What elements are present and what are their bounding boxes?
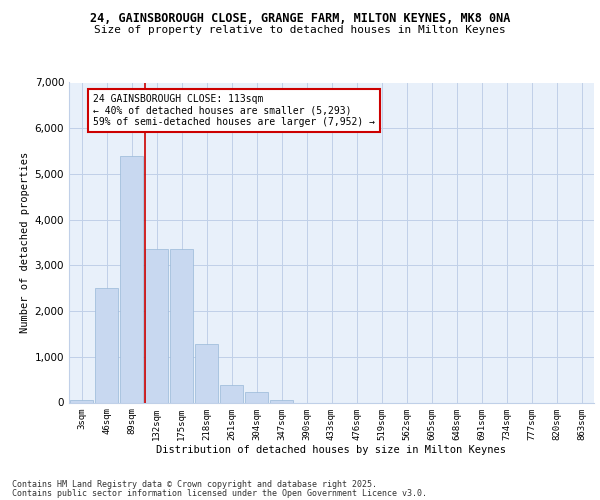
Text: Contains public sector information licensed under the Open Government Licence v3: Contains public sector information licen… [12,488,427,498]
Text: 24 GAINSBOROUGH CLOSE: 113sqm
← 40% of detached houses are smaller (5,293)
59% o: 24 GAINSBOROUGH CLOSE: 113sqm ← 40% of d… [93,94,375,127]
Text: 24, GAINSBOROUGH CLOSE, GRANGE FARM, MILTON KEYNES, MK8 0NA: 24, GAINSBOROUGH CLOSE, GRANGE FARM, MIL… [90,12,510,26]
Y-axis label: Number of detached properties: Number of detached properties [20,152,31,333]
Bar [95,288,118,403]
Bar [220,384,244,402]
Bar [145,250,169,402]
Bar [70,400,94,402]
Text: Size of property relative to detached houses in Milton Keynes: Size of property relative to detached ho… [94,25,506,35]
Text: Contains HM Land Registry data © Crown copyright and database right 2025.: Contains HM Land Registry data © Crown c… [12,480,377,489]
Bar [245,392,268,402]
X-axis label: Distribution of detached houses by size in Milton Keynes: Distribution of detached houses by size … [157,445,506,455]
Bar [170,250,193,402]
Bar [269,400,293,402]
Bar [194,344,218,403]
Bar [119,156,143,402]
